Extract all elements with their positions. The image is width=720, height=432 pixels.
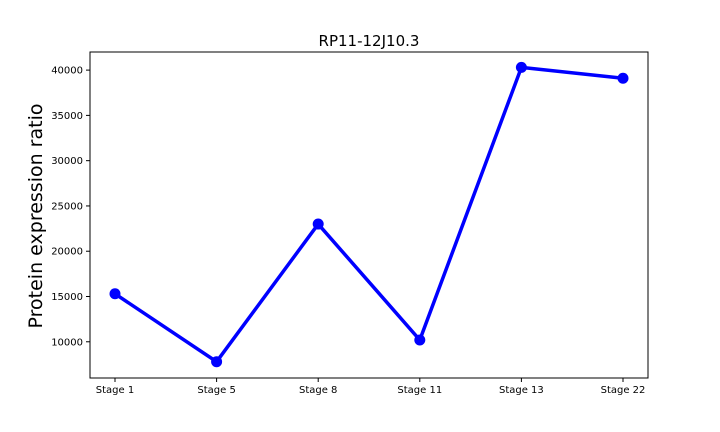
- data-point: [414, 334, 426, 346]
- y-axis-label: Protein expression ratio: [25, 104, 47, 329]
- x-tick-label: Stage 1: [96, 385, 134, 396]
- y-tick-label: 25000: [51, 201, 83, 212]
- series-line: [114, 65, 624, 365]
- data-point: [109, 288, 121, 300]
- y-tick-label: 35000: [51, 111, 83, 122]
- series-group: [109, 61, 629, 368]
- y-tick-label: 10000: [51, 337, 83, 348]
- plot-area-frame: [89, 51, 649, 379]
- y-tick-label: 30000: [51, 156, 83, 167]
- x-tick-label: Stage 5: [197, 385, 235, 396]
- data-point: [211, 356, 223, 368]
- y-tick-label: 20000: [51, 247, 83, 258]
- x-tick-label: Stage 22: [601, 385, 646, 396]
- data-point: [617, 72, 629, 84]
- y-axis: 10000 15000 20000 25000 30000 35000 40000: [51, 66, 90, 348]
- x-axis: Stage 1 Stage 5 Stage 8 Stage 11 Stage 13 Sta…: [96, 378, 646, 396]
- x-tick-label: Stage 8: [299, 385, 337, 396]
- x-tick-label: Stage 11: [397, 385, 442, 396]
- y-tick-label: 40000: [51, 66, 83, 77]
- chart-title: RP11-12J10.3: [319, 32, 420, 50]
- data-point: [312, 218, 324, 230]
- y-tick-label: 15000: [51, 292, 83, 303]
- data-point: [515, 61, 527, 73]
- x-tick-label: Stage 13: [499, 385, 544, 396]
